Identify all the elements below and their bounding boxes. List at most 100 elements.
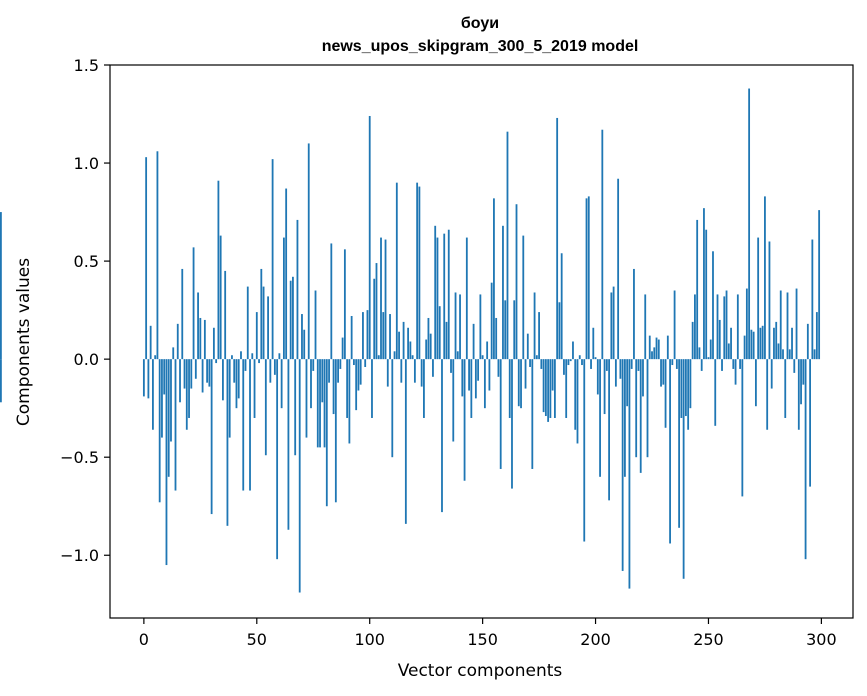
bar <box>231 355 233 360</box>
bar <box>244 359 247 371</box>
bar <box>463 359 466 481</box>
bar <box>411 355 414 360</box>
bar <box>149 325 152 360</box>
bar <box>147 359 150 399</box>
bar <box>208 359 211 387</box>
bar <box>754 359 757 407</box>
bar <box>321 359 324 403</box>
bar <box>784 359 787 418</box>
bar <box>161 359 163 438</box>
bar <box>752 331 755 360</box>
bar <box>341 337 344 360</box>
bar <box>560 253 563 360</box>
bar <box>307 143 310 360</box>
bar <box>522 235 525 360</box>
x-axis-label: Vector components <box>398 661 563 681</box>
bar <box>578 355 581 360</box>
bar <box>775 321 778 360</box>
bar <box>624 359 626 477</box>
bar <box>278 353 281 360</box>
bar <box>502 225 504 360</box>
bar <box>815 312 818 360</box>
bar <box>368 115 371 360</box>
bar <box>488 359 491 391</box>
bar <box>212 327 215 360</box>
bar <box>493 198 495 360</box>
bar <box>404 359 407 524</box>
bar <box>757 237 760 360</box>
bar <box>386 359 389 387</box>
bar <box>605 359 608 371</box>
bar <box>377 355 380 360</box>
bar <box>156 151 159 360</box>
bar <box>353 359 355 366</box>
bar <box>192 247 195 360</box>
bar <box>592 327 595 360</box>
plot-frame <box>109 64 854 619</box>
bar <box>452 359 455 442</box>
bar <box>515 204 518 360</box>
bar <box>707 357 710 360</box>
bar <box>224 270 227 360</box>
x-tick-label: 50 <box>247 630 267 649</box>
bar <box>334 359 337 503</box>
bar <box>671 359 674 366</box>
bar <box>531 359 534 469</box>
x-tick-label: 200 <box>580 630 611 649</box>
bar <box>319 359 321 448</box>
bar <box>158 359 161 503</box>
bar <box>538 312 540 360</box>
bar <box>0 359 2 403</box>
bar <box>773 327 775 360</box>
bar <box>434 225 437 360</box>
bar <box>201 359 204 393</box>
bar <box>544 359 547 417</box>
bar <box>490 282 493 360</box>
bar <box>709 339 712 360</box>
bar <box>745 288 748 360</box>
bar <box>764 196 766 360</box>
bar <box>240 351 242 360</box>
bar <box>420 359 423 387</box>
bar <box>199 317 202 360</box>
bar <box>770 359 773 389</box>
bar <box>583 359 586 542</box>
bar <box>273 359 276 375</box>
bar <box>255 312 258 360</box>
x-tick-label: 100 <box>354 630 385 649</box>
bar <box>264 359 267 456</box>
bar <box>391 359 394 458</box>
bar <box>203 319 206 360</box>
bar <box>723 296 726 360</box>
bar <box>142 359 145 397</box>
bar <box>479 294 482 360</box>
bar <box>619 359 622 379</box>
bar <box>389 314 391 360</box>
bar <box>393 351 396 360</box>
x-axis: 0 50 100 150 200 250 300 <box>139 618 837 649</box>
bar <box>172 347 175 360</box>
bar <box>520 359 522 409</box>
bar <box>348 359 351 444</box>
bar <box>741 359 744 497</box>
bar <box>768 241 771 360</box>
bar <box>429 333 432 360</box>
bar <box>644 294 647 360</box>
bar <box>197 292 199 360</box>
y-tick-label: 0.5 <box>74 252 99 271</box>
bar <box>253 359 256 418</box>
bar <box>809 359 811 487</box>
bar <box>759 327 762 360</box>
bar <box>732 359 735 369</box>
bar <box>425 339 428 360</box>
bar <box>222 359 224 401</box>
bar <box>594 357 597 360</box>
bar <box>804 359 807 560</box>
bar <box>0 212 2 360</box>
bar <box>459 294 461 360</box>
bar <box>712 251 714 360</box>
bar <box>418 186 421 360</box>
bar <box>400 359 403 383</box>
bar <box>337 359 339 383</box>
bar <box>637 359 640 371</box>
